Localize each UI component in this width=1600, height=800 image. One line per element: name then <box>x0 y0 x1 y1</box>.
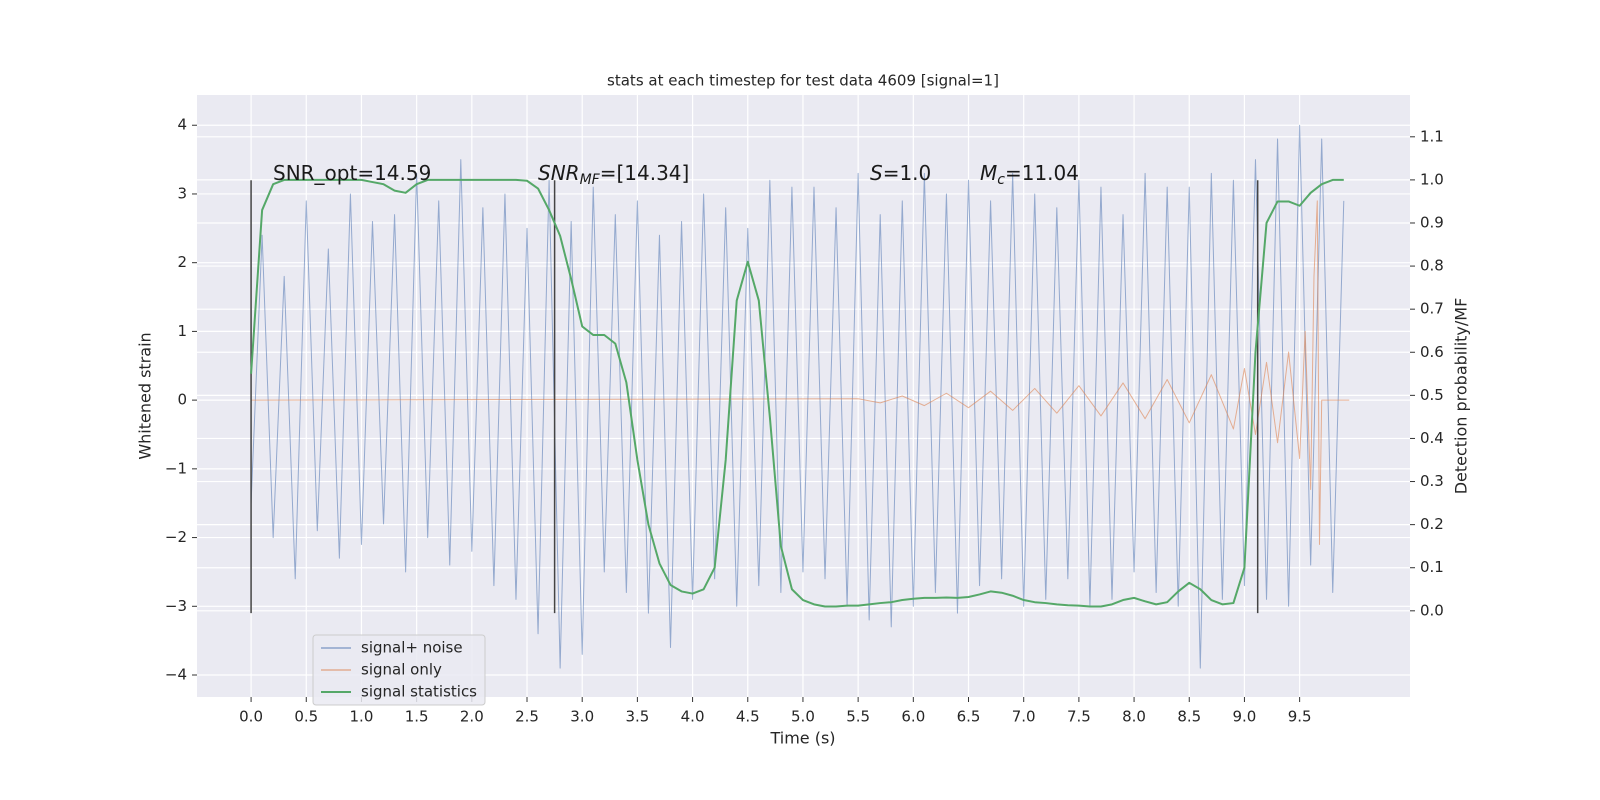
x-tick-label: 1.5 <box>405 708 429 726</box>
chart-title: stats at each timestep for test data 460… <box>607 72 999 90</box>
y-tick-label: 0 <box>177 391 187 409</box>
x-tick-label: 5.0 <box>791 708 815 726</box>
annotation-text: =11.04 <box>1005 161 1079 185</box>
x-tick-label: 8.5 <box>1177 708 1201 726</box>
y2-axis-label: Detection probability/MF <box>1452 298 1471 495</box>
x-tick-label: 3.5 <box>625 708 649 726</box>
annotations: SNR_opt=14.59 SNRMF=[14.34] S=1.0 Mc=11.04 <box>273 161 1079 189</box>
x-tick-label: 4.5 <box>736 708 760 726</box>
y2-tick-label: 0.4 <box>1420 429 1444 447</box>
y-tick-label: 1 <box>177 322 187 340</box>
annotation-base: SNR <box>538 161 580 185</box>
y-tick-label: 4 <box>177 116 187 134</box>
series-line <box>251 200 1350 545</box>
y2-tick-label: 0.7 <box>1420 300 1444 318</box>
x-tick-label: 2.0 <box>460 708 484 726</box>
x-tick-label: 8.0 <box>1122 708 1146 726</box>
annotation-base: S <box>870 161 883 185</box>
y-tick-label: −2 <box>165 528 187 546</box>
annotation-base: M <box>980 161 997 185</box>
annotation-sub: MF <box>580 172 601 188</box>
x-tick-label: 9.0 <box>1233 708 1257 726</box>
annotation-sub: c <box>997 172 1005 188</box>
annotation-text: SNR_opt=14.59 <box>273 161 431 185</box>
y2-tick-label: 0.8 <box>1420 257 1444 275</box>
y-tick-label: −3 <box>165 597 187 615</box>
series-line <box>250 178 1344 608</box>
y2-tick-label: 1.1 <box>1420 127 1444 145</box>
y2-tick-label: 0.6 <box>1420 343 1444 361</box>
x-tick-label: 6.5 <box>957 708 981 726</box>
x-tick-label: 5.5 <box>846 708 870 726</box>
y2-tick-label: 0.0 <box>1420 601 1444 619</box>
annotation: SNR_opt=14.59 <box>273 161 431 185</box>
annotation: Mc=11.04 <box>980 161 1079 189</box>
x-tick-label: 2.5 <box>515 708 539 726</box>
x-tick-label: 4.0 <box>681 708 705 726</box>
y-axis-label: Whitened strain <box>136 332 155 459</box>
y-tick-label: −4 <box>165 666 187 684</box>
legend-label: signal only <box>361 661 442 679</box>
legend-label: signal statistics <box>361 683 477 701</box>
y-tick-label: 2 <box>177 253 187 271</box>
x-tick-label: 7.5 <box>1067 708 1091 726</box>
annotation-text: =1.0 <box>883 161 932 185</box>
x-axis-label: Time (s) <box>769 729 835 748</box>
y2-tick-label: 0.3 <box>1420 472 1444 490</box>
y2-tick-label: 0.5 <box>1420 386 1444 404</box>
x-tick-label: 0.0 <box>239 708 263 726</box>
x-tick-label: 6.0 <box>901 708 925 726</box>
x-tick-label: 7.0 <box>1012 708 1036 726</box>
legend-label: signal+ noise <box>361 639 463 657</box>
y-tick-label: −1 <box>165 459 187 477</box>
marks <box>250 124 1350 669</box>
legend: signal+ noise signal only signal statistic… <box>312 634 486 706</box>
y-tick-label: 3 <box>177 184 187 202</box>
annotation-text: =[14.34] <box>600 161 690 185</box>
legend-box <box>312 634 486 706</box>
y2-tick-label: 0.9 <box>1420 213 1444 231</box>
x-tick-label: 1.0 <box>350 708 374 726</box>
annotation: S=1.0 <box>870 161 931 185</box>
x-tick-label: 9.5 <box>1288 708 1312 726</box>
y2-tick-label: 1.0 <box>1420 170 1444 188</box>
y2-tick-label: 0.1 <box>1420 558 1444 576</box>
x-tick-label: 3.0 <box>570 708 594 726</box>
y2-tick-label: 0.2 <box>1420 515 1444 533</box>
x-tick-label: 0.5 <box>294 708 318 726</box>
annotation: SNRMF=[14.34] <box>538 161 689 189</box>
axes: 0.0 0.5 1.0 1.5 2.0 2.5 3.0 3.5 4.0 4.5 5.0 5.5 6.0 6… <box>165 116 1444 726</box>
